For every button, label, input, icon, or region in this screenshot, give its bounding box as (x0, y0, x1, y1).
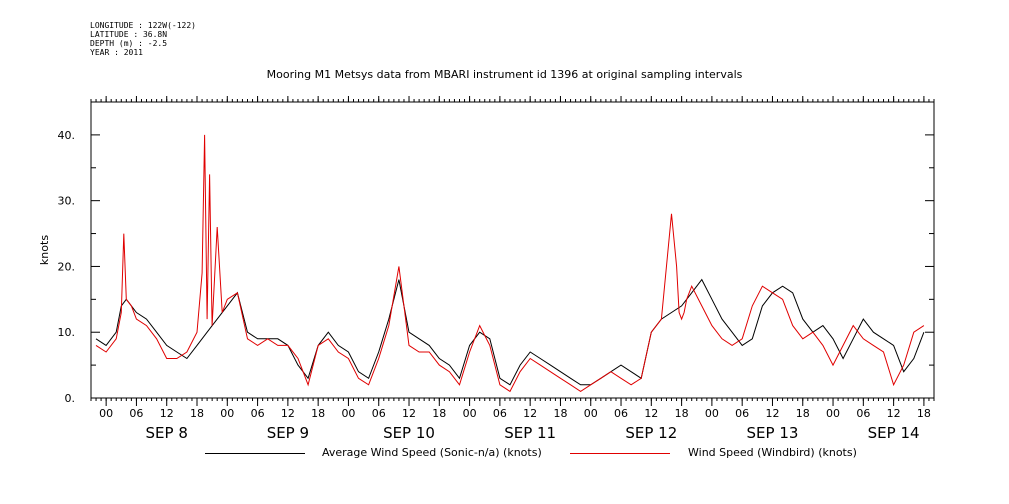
x-tick-label: 00 (584, 407, 598, 420)
x-tick-label: 18 (190, 407, 204, 420)
plot-frame (90, 101, 935, 399)
x-tick-label: 00 (826, 407, 840, 420)
x-tick-label: 12 (765, 407, 779, 420)
metadata-block: LONGITUDE : 122W(-122) LATITUDE : 36.8N … (90, 21, 196, 57)
x-tick-label: 06 (493, 407, 507, 420)
x-tick-label: 00 (705, 407, 719, 420)
y-tick-label: 30. (58, 195, 76, 208)
x-tick-label: 12 (523, 407, 537, 420)
windbird-series-line (95, 134, 925, 393)
x-day-label: SEP 14 (868, 424, 920, 442)
meta-year: YEAR : 2011 (90, 48, 143, 57)
y-tick-label: 0. (65, 392, 76, 405)
meta-depth: DEPTH (m) : -2.5 (90, 39, 168, 48)
x-tick-label: 06 (856, 407, 870, 420)
legend-windbird-line (570, 453, 670, 454)
x-tick-label: 18 (553, 407, 567, 420)
y-tick-label: 40. (58, 129, 76, 142)
chart-title: Mooring M1 Metsys data from MBARI instru… (266, 68, 743, 81)
x-tick-label: 12 (281, 407, 295, 420)
x-tick-label: 18 (796, 407, 810, 420)
x-tick-label: 00 (463, 407, 477, 420)
avg-wind-series-line (95, 278, 925, 386)
y-axis-label: knots (38, 235, 51, 265)
x-tick-label: 12 (887, 407, 901, 420)
x-tick-label: 18 (432, 407, 446, 420)
x-tick-label: 18 (311, 407, 325, 420)
legend-avg-label: Average Wind Speed (Sonic-n/a) (knots) (322, 446, 542, 459)
legend-windbird-label: Wind Speed (Windbird) (knots) (688, 446, 857, 459)
x-day-label: SEP 11 (504, 424, 556, 442)
x-day-label: SEP 12 (625, 424, 677, 442)
x-tick-label: 06 (129, 407, 143, 420)
meta-latitude: LATITUDE : 36.8N (90, 30, 168, 39)
y-tick-label: 10. (58, 326, 76, 339)
x-tick-label: 18 (917, 407, 931, 420)
x-day-label: SEP 9 (267, 424, 309, 442)
x-tick-label: 06 (372, 407, 386, 420)
x-tick-label: 06 (251, 407, 265, 420)
meta-longitude: LONGITUDE : 122W(-122) (90, 21, 196, 30)
x-tick-label: 12 (644, 407, 658, 420)
x-tick-label: 00 (99, 407, 113, 420)
x-tick-label: 06 (735, 407, 749, 420)
x-day-label: SEP 8 (146, 424, 188, 442)
legend-avg-line (205, 453, 305, 454)
x-tick-label: 06 (614, 407, 628, 420)
x-day-label: SEP 10 (383, 424, 435, 442)
x-tick-label: 18 (675, 407, 689, 420)
x-tick-label: 00 (341, 407, 355, 420)
x-tick-label: 12 (160, 407, 174, 420)
x-day-label: SEP 13 (747, 424, 799, 442)
y-tick-label: 20. (58, 260, 76, 273)
x-tick-label: 12 (402, 407, 416, 420)
x-tick-label: 00 (220, 407, 234, 420)
